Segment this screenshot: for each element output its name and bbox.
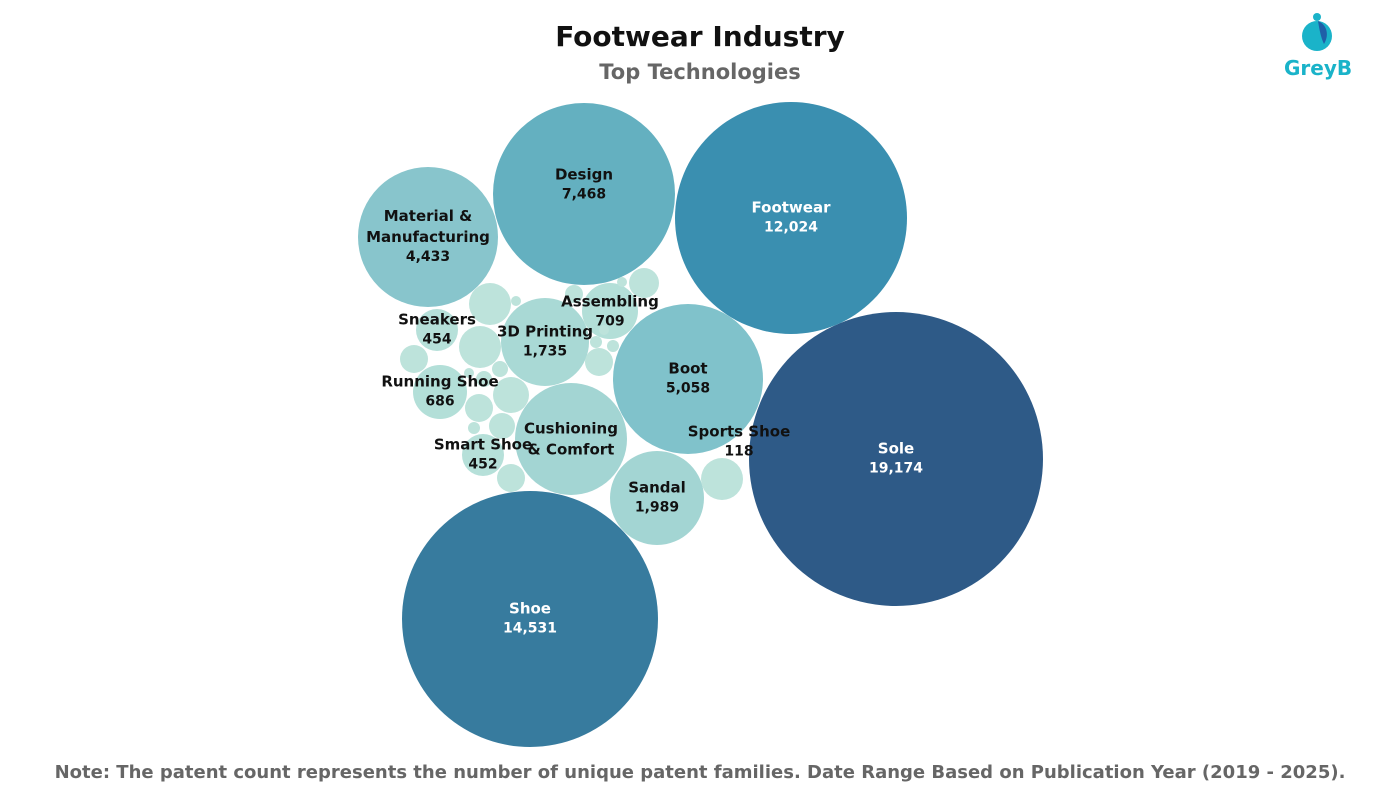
minor-bubble [511, 296, 521, 306]
bubble-sole [749, 312, 1043, 606]
minor-bubble [617, 277, 627, 287]
bubble-running-shoe [413, 365, 467, 419]
minor-bubble [497, 464, 525, 492]
bubble-label-cushioning-comfort: Cushioning [524, 420, 618, 438]
bubble-value-sandal: 1,989 [635, 500, 679, 516]
bubble-label-running-shoe: Running Shoe [381, 373, 498, 391]
bubble-label-material-manufacturing: Material & [384, 207, 473, 225]
bubble-label-smart-shoe: Smart Shoe [434, 436, 532, 454]
minor-bubble [489, 413, 515, 439]
bubble-value-sports-shoe: 118 [724, 444, 753, 460]
bubble-cushioning-comfort [515, 383, 627, 495]
bubble-sneakers [416, 309, 458, 351]
bubble-value-design: 7,468 [562, 187, 606, 203]
minor-bubble [469, 283, 511, 325]
greyb-logo-icon [1302, 13, 1332, 51]
bubble-value-boot: 5,058 [666, 381, 710, 397]
bubble-label-sandal: Sandal [628, 479, 686, 497]
bubble-label-material-manufacturing: Manufacturing [366, 228, 490, 246]
bubble-label-3d-printing: 3D Printing [497, 323, 593, 341]
bubble-value-assembling: 709 [595, 314, 624, 330]
bubble-value-smart-shoe: 452 [468, 457, 497, 473]
bubble-value-sole: 19,174 [869, 461, 923, 477]
minor-bubble [492, 361, 508, 377]
bubble-3d-printing [501, 298, 589, 386]
minor-bubble [590, 336, 602, 348]
bubble-value-sneakers: 454 [422, 332, 451, 348]
bubble-label-shoe: Shoe [509, 600, 551, 618]
bubble-label-sports-shoe: Sports Shoe [688, 423, 791, 441]
bubble-label-boot: Boot [668, 360, 707, 378]
bubble-label-assembling: Assembling [561, 293, 659, 311]
bubble-assembling [582, 283, 638, 339]
bubble-sports-shoe [701, 458, 743, 500]
footnote: Note: The patent count represents the nu… [54, 762, 1346, 783]
bubble-label-footwear: Footwear [752, 199, 832, 217]
bubble-footwear [675, 102, 907, 334]
minor-bubble [400, 345, 428, 373]
bubble-label-design: Design [555, 166, 613, 184]
bubble-material-manufacturing [358, 167, 498, 307]
bubble-sandal [610, 451, 704, 545]
minor-bubble [476, 371, 492, 387]
bubble-boot [613, 304, 763, 454]
minor-bubble [459, 326, 501, 368]
chart-subtitle: Top Technologies [599, 60, 801, 84]
minor-bubble [629, 268, 659, 298]
bubble-smart-shoe [462, 434, 504, 476]
bubble-value-footwear: 12,024 [764, 220, 818, 236]
bubble-value-shoe: 14,531 [503, 621, 557, 637]
minor-bubble [607, 340, 619, 352]
minor-bubble [465, 394, 493, 422]
bubble-label-sole: Sole [878, 440, 914, 458]
bubble-value-material-manufacturing: 4,433 [406, 249, 450, 265]
minor-bubble [493, 377, 529, 413]
minor-bubble [464, 368, 474, 378]
logo-text: GreyB [1284, 56, 1353, 80]
chart-title: Footwear Industry [555, 20, 845, 53]
minor-bubble [468, 422, 480, 434]
minor-bubble [585, 348, 613, 376]
bubble-shoe [402, 491, 658, 747]
bubble-label-sneakers: Sneakers [398, 311, 476, 329]
bubble-value-3d-printing: 1,735 [523, 344, 567, 360]
bubble-design [493, 103, 675, 285]
minor-bubble [565, 285, 583, 303]
bubble-label-cushioning-comfort: & Comfort [528, 441, 615, 459]
greyb-logo: GreyB [1284, 12, 1353, 84]
minor-bubble [599, 325, 609, 335]
bubble-value-running-shoe: 686 [425, 394, 454, 410]
